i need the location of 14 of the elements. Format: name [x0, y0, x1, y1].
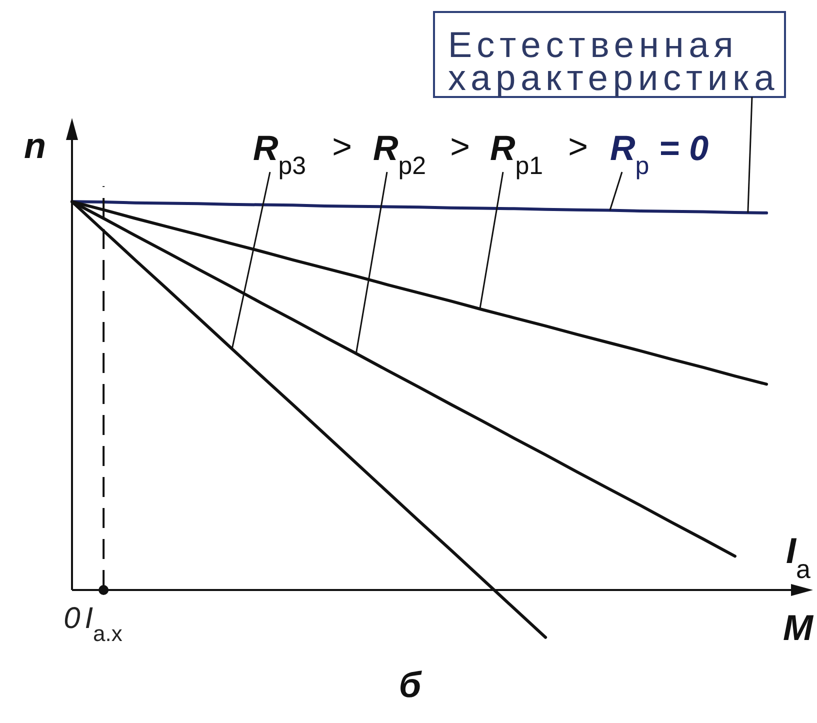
x-tick-label: I$_{a.x}$: [84, 602, 122, 646]
x-axis-title: M: [783, 607, 814, 648]
text: R$_{p3}$: [253, 129, 306, 180]
text: >: [450, 128, 470, 166]
text: >: [568, 128, 588, 166]
annotation: I$_{a}$: [786, 530, 812, 584]
x-tick-label: 0: [64, 602, 81, 635]
series-label: R$_{p}$ = 0: [610, 129, 710, 180]
text: Естественная характеристика: [448, 24, 780, 98]
text: R$_{p2}$: [373, 129, 426, 180]
text: >: [332, 128, 352, 166]
text: R$_{p1}$: [490, 129, 544, 180]
text: б: [398, 664, 423, 705]
y-axis-title: n: [24, 125, 46, 166]
